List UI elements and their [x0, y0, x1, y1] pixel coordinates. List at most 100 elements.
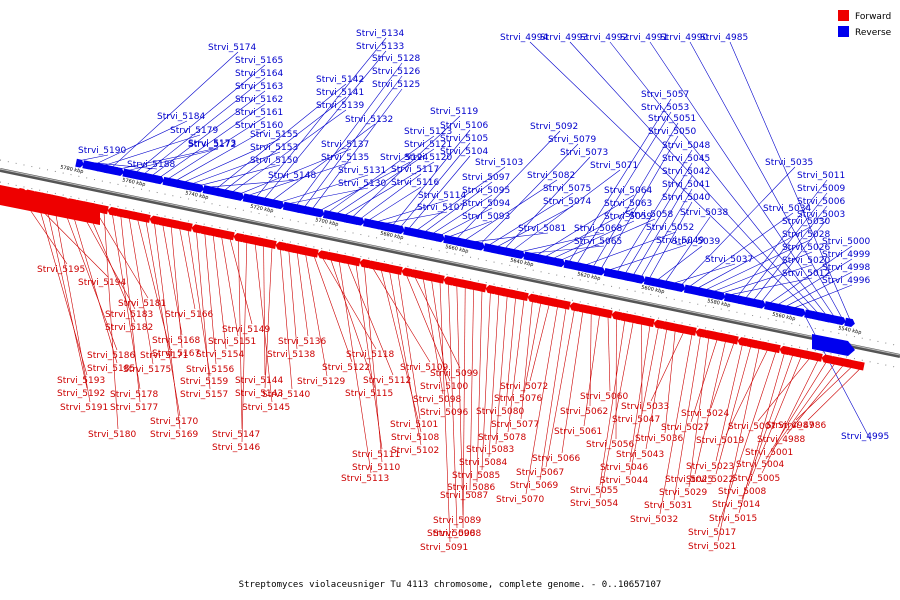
reverse-gene-arrow[interactable]	[384, 222, 401, 234]
gene-label[interactable]: Strvi_4993	[540, 33, 588, 43]
gene-label[interactable]: Strvi_5099	[430, 369, 478, 379]
reverse-gene-arrow[interactable]	[825, 313, 842, 325]
reverse-gene-arrow[interactable]	[844, 317, 855, 328]
gene-label[interactable]: Strvi_5137	[321, 140, 369, 150]
gene-label[interactable]: Strvi_5069	[510, 481, 558, 491]
reverse-gene-arrow[interactable]	[315, 208, 325, 218]
gene-label[interactable]: Strvi_5060	[580, 392, 628, 402]
forward-gene-arrow[interactable]	[297, 246, 315, 257]
forward-gene-arrow[interactable]	[465, 280, 483, 292]
gene-label[interactable]: Strvi_5038	[680, 208, 728, 218]
gene-label[interactable]: Strvi_5041	[662, 180, 710, 190]
forward-gene-arrow[interactable]	[225, 231, 235, 241]
gene-label[interactable]: Strvi_5110	[352, 463, 400, 473]
gene-label[interactable]: Strvi_5128	[372, 54, 420, 64]
forward-gene-arrow[interactable]	[351, 257, 361, 267]
gene-label[interactable]: Strvi_5096	[420, 408, 468, 418]
gene-label[interactable]: Strvi_5051	[648, 114, 696, 124]
reverse-gene-arrow[interactable]	[303, 206, 321, 217]
forward-gene-arrow[interactable]	[687, 326, 697, 336]
forward-gene-arrow[interactable]	[149, 215, 161, 225]
gene-label[interactable]: Strvi_5144	[235, 376, 283, 386]
gene-label[interactable]: Strvi_5094	[462, 199, 510, 209]
gene-label[interactable]: Strvi_5154	[196, 350, 244, 360]
forward-gene-arrow[interactable]	[855, 361, 865, 371]
gene-label[interactable]: Strvi_5139	[316, 101, 364, 111]
gene-label[interactable]: Strvi_5129	[297, 377, 345, 387]
gene-label[interactable]: Strvi_4986	[778, 421, 826, 431]
gene-label[interactable]: Strvi_5073	[560, 148, 608, 158]
forward-gene-arrow[interactable]	[183, 222, 193, 232]
forward-gene-arrow[interactable]	[603, 309, 613, 319]
forward-gene-arrow[interactable]	[213, 228, 231, 240]
gene-label[interactable]: Strvi_5056	[586, 440, 634, 450]
gene-label[interactable]: Strvi_5169	[150, 430, 198, 440]
gene-label[interactable]: Strvi_5037	[705, 255, 753, 265]
gene-label[interactable]: Strvi_5164	[235, 69, 283, 79]
gene-label[interactable]: Strvi_5171	[140, 351, 188, 361]
gene-label[interactable]: Strvi_5147	[212, 430, 260, 440]
forward-gene-arrow[interactable]	[171, 220, 189, 231]
gene-label[interactable]: Strvi_5057	[641, 90, 689, 100]
forward-gene-arrow[interactable]	[423, 272, 441, 283]
gene-label[interactable]: Strvi_5011	[797, 171, 845, 181]
gene-label[interactable]: Strvi_5116	[391, 178, 439, 188]
forward-gene-arrow[interactable]	[821, 354, 833, 364]
forward-gene-arrow[interactable]	[267, 239, 277, 249]
gene-label[interactable]: Strvi_5067	[516, 468, 564, 478]
gene-label[interactable]: Strvi_4994	[500, 33, 548, 43]
reverse-gene-arrow[interactable]	[424, 230, 441, 242]
reverse-gene-arrow[interactable]	[664, 280, 682, 292]
gene-label[interactable]: Strvi_4998	[822, 263, 870, 273]
gene-label[interactable]: Strvi_5004	[736, 460, 784, 470]
forward-gene-arrow[interactable]	[569, 302, 581, 312]
gene-label[interactable]: Strvi_5070	[496, 495, 544, 505]
gene-label[interactable]: Strvi_5066	[532, 454, 580, 464]
gene-label[interactable]: Strvi_4990	[660, 33, 708, 43]
gene-label[interactable]: Strvi_5172	[188, 140, 236, 150]
gene-label[interactable]: Strvi_5093	[462, 212, 510, 222]
gene-label[interactable]: Strvi_5006	[797, 197, 845, 207]
gene-label[interactable]: Strvi_5090	[427, 529, 475, 539]
gene-label[interactable]: Strvi_5163	[235, 82, 283, 92]
reverse-gene-arrow[interactable]	[356, 216, 365, 226]
gene-label[interactable]: Strvi_5077	[491, 420, 539, 430]
gene-label[interactable]: Strvi_5160	[235, 121, 283, 131]
forward-gene-arrow[interactable]	[675, 324, 693, 335]
gene-label[interactable]: Strvi_5028	[782, 230, 830, 240]
forward-gene-arrow[interactable]	[65, 198, 77, 208]
gene-label[interactable]: Strvi_5098	[413, 395, 461, 405]
gene-label[interactable]: Strvi_5081	[518, 224, 566, 234]
gene-label[interactable]: Strvi_5047	[612, 415, 660, 425]
gene-label[interactable]: Strvi_5097	[462, 173, 510, 183]
gene-label[interactable]: Strvi_5175	[123, 365, 171, 375]
gene-label[interactable]: Strvi_5009	[797, 184, 845, 194]
gene-label[interactable]: Strvi_5168	[152, 336, 200, 346]
forward-gene-arrow[interactable]	[591, 306, 609, 318]
gene-label[interactable]: Strvi_5119	[430, 107, 478, 117]
forward-gene-arrow[interactable]	[695, 328, 707, 338]
gene-label[interactable]: Strvi_5039	[672, 237, 720, 247]
reverse-gene-arrow[interactable]	[464, 239, 481, 250]
gene-label[interactable]: Strvi_5105	[440, 134, 488, 144]
gene-label[interactable]: Strvi_5054	[570, 499, 618, 509]
forward-gene-arrow[interactable]	[729, 335, 739, 345]
gene-label[interactable]: Strvi_5061	[554, 427, 602, 437]
gene-label[interactable]: Strvi_4988	[757, 435, 805, 445]
gene-label[interactable]: Strvi_4995	[841, 432, 889, 442]
gene-label[interactable]: Strvi_5102	[391, 446, 439, 456]
gene-label[interactable]: Strvi_5151	[208, 337, 256, 347]
gene-label[interactable]: Strvi_5188	[127, 160, 175, 170]
gene-label[interactable]: Strvi_5007	[728, 422, 776, 432]
reverse-gene-arrow[interactable]	[275, 200, 285, 210]
forward-gene-arrow[interactable]	[507, 289, 525, 301]
gene-label[interactable]: Strvi_5092	[530, 122, 578, 132]
reverse-gene-arrow[interactable]	[476, 241, 485, 251]
gene-label[interactable]: Strvi_5021	[688, 542, 736, 552]
gene-label[interactable]: Strvi_5025	[665, 475, 713, 485]
gene-label[interactable]: Strvi_5136	[278, 337, 326, 347]
forward-gene-arrow[interactable]	[401, 267, 413, 277]
forward-gene-arrow[interactable]	[317, 250, 329, 260]
gene-label[interactable]: Strvi_5162	[235, 95, 283, 105]
forward-gene-arrow[interactable]	[549, 298, 567, 309]
